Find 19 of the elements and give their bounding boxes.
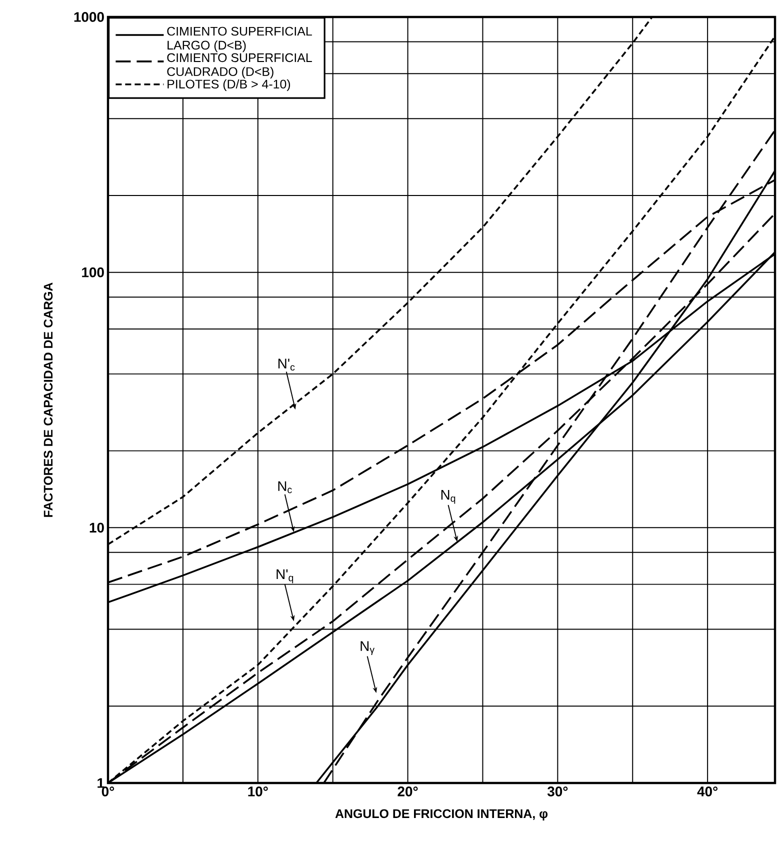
annotation: N$_{c}$ — [278, 481, 292, 494]
x-tick-label: 40° — [697, 786, 718, 796]
x-tick-label: 20° — [398, 786, 418, 796]
x-tick-label: 30° — [547, 786, 568, 796]
annotation: N$_{γ}$ — [360, 641, 374, 655]
annotation: N'$_{q}$ — [276, 569, 294, 584]
y-tick-label: 10 — [90, 522, 104, 533]
y-tick-label: 1000 — [74, 12, 104, 22]
annotation: N'$_{c}$ — [278, 358, 295, 371]
legend-label: CIMIENTO SUPERFICIAL LARGO (D<B) — [167, 26, 312, 52]
y-tick-label: 100 — [82, 267, 104, 278]
legend-label: CIMIENTO SUPERFICIAL CUADRADO (D<B) — [167, 53, 312, 78]
annotation: N$_{q}$ — [441, 490, 456, 504]
y-axis-title: FACTORES DE CAPACIDAD DE CARGA — [44, 282, 53, 517]
x-axis-title: ANGULO DE FRICCION INTERNA, φ — [335, 809, 548, 821]
x-tick-label: 10° — [248, 786, 268, 796]
y-tick-label: 1 — [98, 778, 104, 788]
x-tick-label: 0° — [102, 786, 114, 796]
legend-label: PILOTES (D/B > 4-10) — [168, 79, 290, 91]
